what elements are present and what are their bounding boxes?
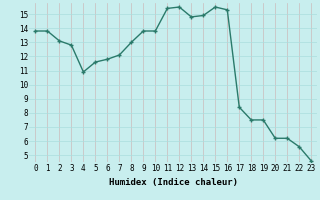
X-axis label: Humidex (Indice chaleur): Humidex (Indice chaleur) [109,178,238,187]
